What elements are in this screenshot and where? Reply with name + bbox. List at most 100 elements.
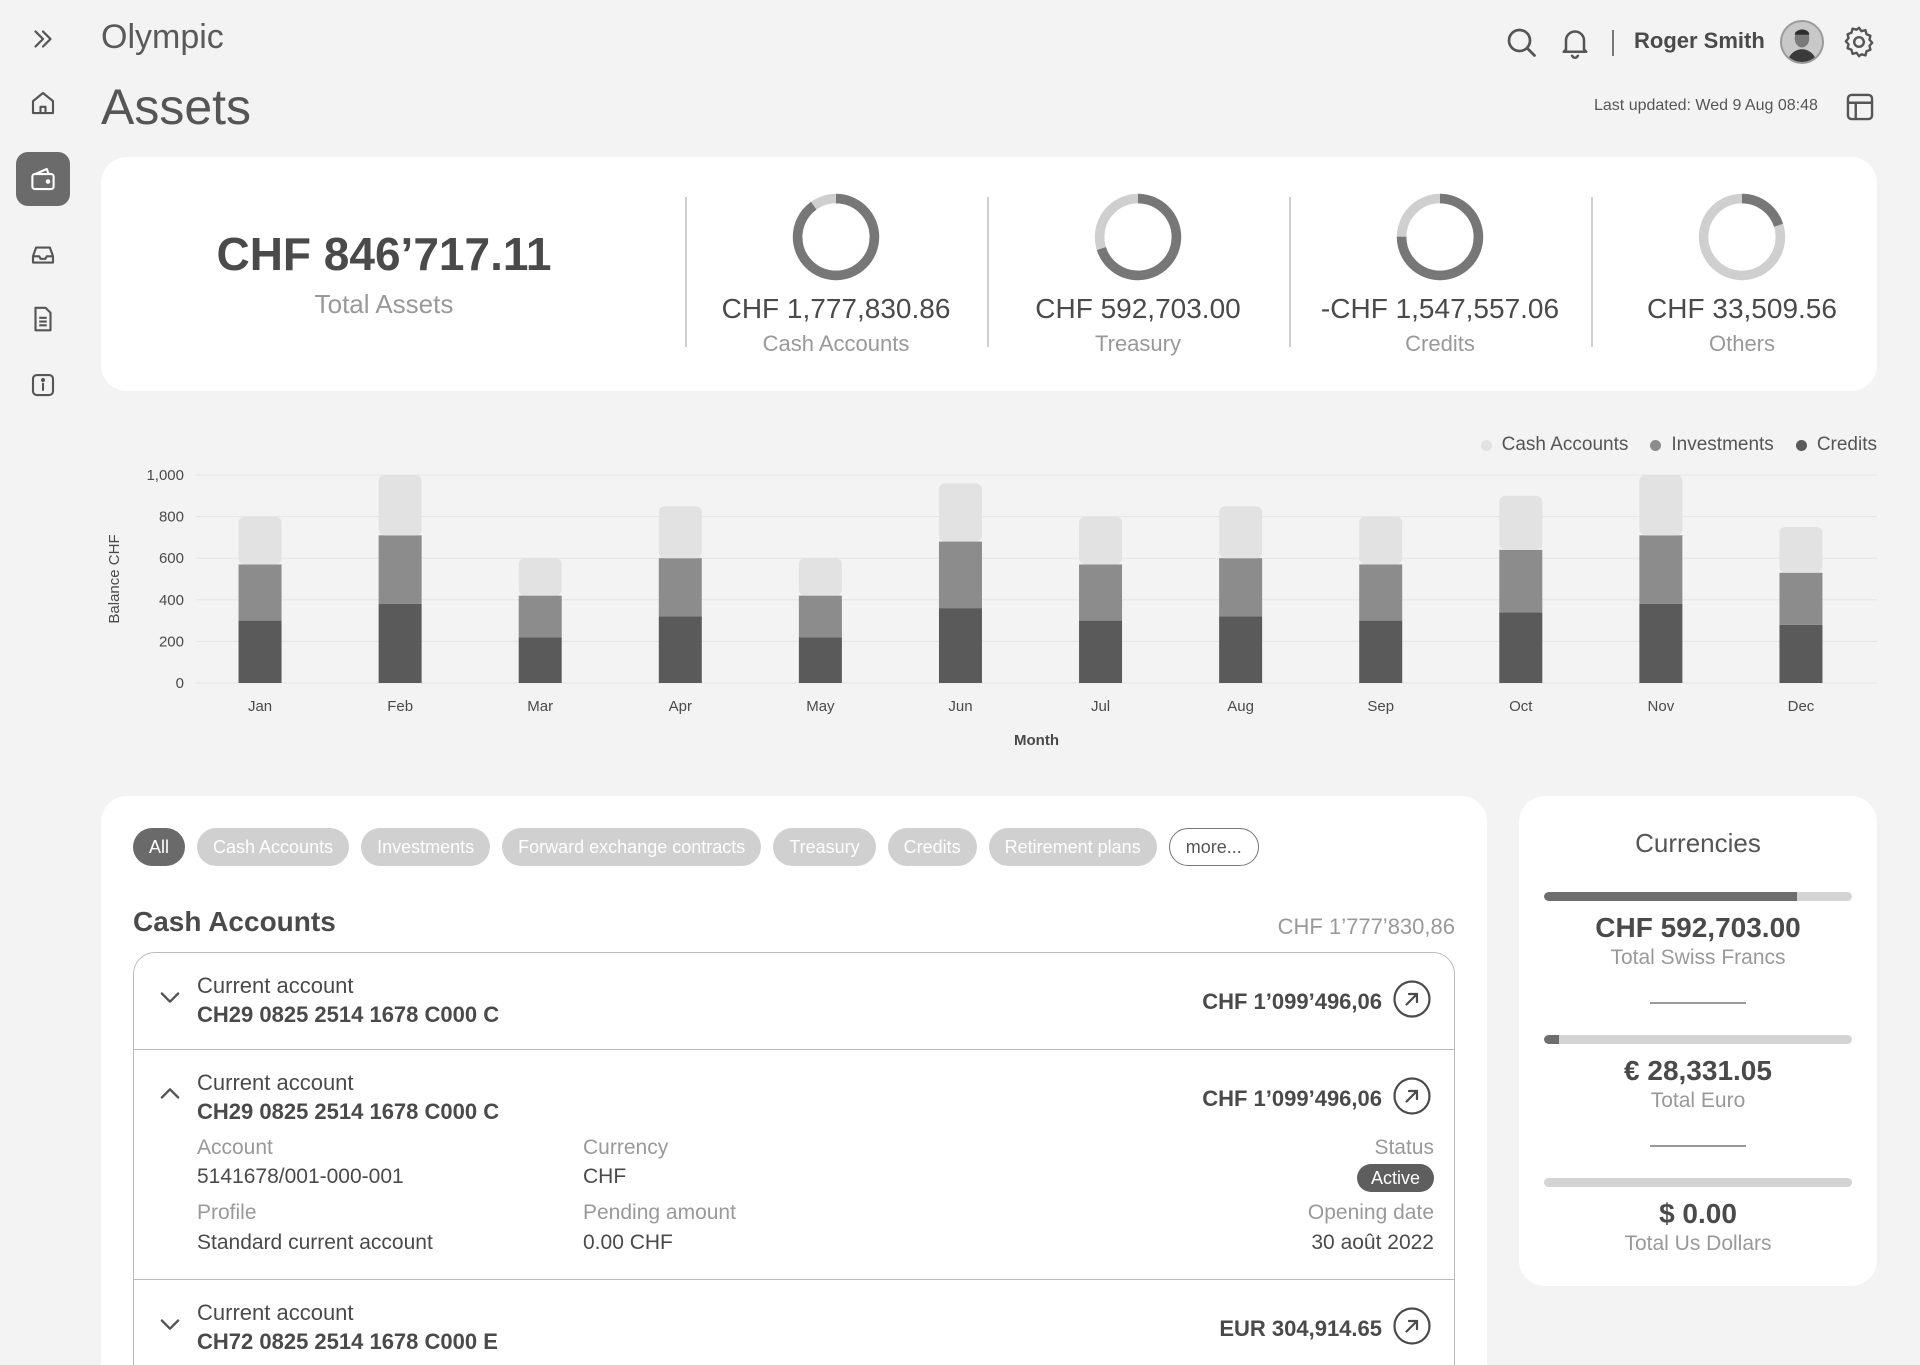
- account-row[interactable]: Current account CH29 0825 2514 1678 C000…: [134, 953, 1454, 1050]
- bar-segment[interactable]: [1079, 564, 1123, 621]
- legend-item[interactable]: Investments: [1650, 434, 1774, 456]
- bar-segment[interactable]: [658, 616, 702, 683]
- bar-segment[interactable]: [238, 564, 282, 621]
- layout-toggle-button[interactable]: [1843, 90, 1877, 124]
- bar-segment[interactable]: [1079, 620, 1123, 683]
- account-name: Current account: [197, 1300, 354, 1325]
- filter-more-button[interactable]: more...: [1168, 828, 1259, 866]
- user-name[interactable]: Roger Smith: [1634, 28, 1765, 53]
- bar-segment[interactable]: [798, 595, 842, 638]
- nav-info[interactable]: [16, 358, 70, 412]
- x-tick-label: Dec: [1788, 698, 1815, 715]
- settings-button[interactable]: [1841, 24, 1877, 60]
- detail-status-label: Status: [1374, 1136, 1434, 1159]
- currency-label: Total Euro: [1650, 1089, 1746, 1112]
- bell-icon: [1562, 30, 1588, 59]
- bar-segment[interactable]: [798, 558, 842, 596]
- legend-item[interactable]: Credits: [1795, 434, 1877, 456]
- open-account-icon[interactable]: [1392, 1306, 1432, 1346]
- bar-segment[interactable]: [1359, 564, 1403, 621]
- total-assets-label: Total Assets: [314, 289, 454, 319]
- bar-segment[interactable]: [938, 483, 982, 542]
- bar-segment[interactable]: [658, 506, 702, 559]
- bar-segment[interactable]: [1779, 572, 1823, 625]
- bar-segment[interactable]: [518, 558, 562, 596]
- chevron-down-icon[interactable]: [156, 1310, 184, 1338]
- account-row-expanded[interactable]: Current account CH29 0825 2514 1678 C000…: [134, 1050, 1454, 1280]
- filter-chip-investments[interactable]: Investments: [361, 828, 491, 866]
- bar-segment[interactable]: [1639, 535, 1683, 604]
- bar-segment[interactable]: [378, 475, 422, 536]
- filter-chip-forward-exchange[interactable]: Forward exchange contracts: [502, 828, 762, 866]
- x-tick-label: Aug: [1227, 698, 1254, 715]
- section-title: Cash Accounts: [133, 906, 336, 937]
- bar-segment[interactable]: [658, 558, 702, 617]
- header-divider: [1612, 30, 1614, 56]
- stat-others[interactable]: CHF 33,509.56 Others: [1592, 189, 1892, 357]
- nav-documents[interactable]: [16, 292, 70, 346]
- filter-chip-treasury[interactable]: Treasury: [773, 828, 876, 866]
- donut-chart: [1094, 193, 1182, 281]
- nav-home[interactable]: [16, 76, 70, 130]
- sidebar: [0, 0, 86, 1365]
- bar-segment[interactable]: [1639, 603, 1683, 683]
- avatar[interactable]: [1780, 20, 1824, 64]
- expand-icon: [34, 30, 52, 48]
- open-account-icon[interactable]: [1392, 979, 1432, 1019]
- divider: [987, 197, 989, 347]
- nav-inbox[interactable]: [16, 228, 70, 282]
- donut-chart: [792, 193, 880, 281]
- bar-segment[interactable]: [518, 637, 562, 683]
- bar-segment[interactable]: [1499, 612, 1543, 683]
- bar-segment[interactable]: [1359, 516, 1403, 565]
- bar-segment[interactable]: [1219, 558, 1263, 617]
- bar-segment[interactable]: [518, 595, 562, 638]
- account-amount: EUR 304,914.65: [1219, 1316, 1382, 1341]
- page-title: Assets: [101, 79, 252, 135]
- status-badge: Active: [1356, 1164, 1434, 1192]
- divider: [685, 197, 687, 347]
- bar-segment[interactable]: [378, 535, 422, 604]
- bar-segment[interactable]: [238, 620, 282, 683]
- x-tick-label: Jun: [948, 698, 972, 715]
- donut-segment: [1698, 193, 1786, 281]
- bar-segment[interactable]: [1219, 506, 1263, 559]
- nav-assets[interactable]: [16, 152, 70, 206]
- legend-item[interactable]: Cash Accounts: [1480, 434, 1629, 456]
- bar-segment[interactable]: [938, 541, 982, 609]
- stat-credits[interactable]: -CHF 1,547,557.06 Credits: [1290, 189, 1590, 357]
- search-button[interactable]: [1503, 24, 1539, 60]
- bar-segment[interactable]: [798, 637, 842, 683]
- open-account-icon[interactable]: [1392, 1076, 1432, 1116]
- expand-sidebar-button[interactable]: [16, 12, 70, 66]
- bar-segment[interactable]: [1779, 527, 1823, 573]
- bar-segment[interactable]: [1079, 516, 1123, 565]
- chevron-up-icon[interactable]: [156, 1080, 184, 1108]
- account-row[interactable]: Current account CH72 0825 2514 1678 C000…: [134, 1280, 1454, 1365]
- notifications-button[interactable]: [1557, 24, 1593, 60]
- stat-cash-accounts[interactable]: CHF 1,777,830.86 Cash Accounts: [686, 189, 986, 357]
- bar-segment[interactable]: [1639, 475, 1683, 536]
- stat-treasury[interactable]: CHF 592,703.00 Treasury: [988, 189, 1288, 357]
- bar-segment[interactable]: [378, 603, 422, 683]
- x-tick-label: Mar: [527, 698, 553, 715]
- currency-label: Total Swiss Francs: [1610, 946, 1786, 969]
- bar-segment[interactable]: [1219, 616, 1263, 683]
- bar-segment[interactable]: [1499, 495, 1543, 550]
- currency-share-bar: [1544, 1178, 1852, 1187]
- bar-segment[interactable]: [1779, 624, 1823, 683]
- filter-chip-credits[interactable]: Credits: [887, 828, 977, 866]
- filter-chip-cash-accounts[interactable]: Cash Accounts: [197, 828, 350, 866]
- chevron-down-icon[interactable]: [156, 983, 184, 1011]
- filter-chip-retirement-plans[interactable]: Retirement plans: [988, 828, 1157, 866]
- legend-label: Cash Accounts: [1501, 434, 1629, 455]
- bar-segment[interactable]: [238, 516, 282, 565]
- filter-chip-all[interactable]: All: [133, 828, 186, 866]
- bar-segment[interactable]: [938, 608, 982, 683]
- currency-value: CHF 592,703.00: [1595, 912, 1801, 943]
- info-icon: [31, 373, 55, 397]
- bar-segment[interactable]: [1359, 620, 1403, 683]
- search-icon: [1507, 28, 1536, 57]
- filter-chips: All Cash Accounts Investments Forward ex…: [133, 828, 1259, 866]
- bar-segment[interactable]: [1499, 549, 1543, 613]
